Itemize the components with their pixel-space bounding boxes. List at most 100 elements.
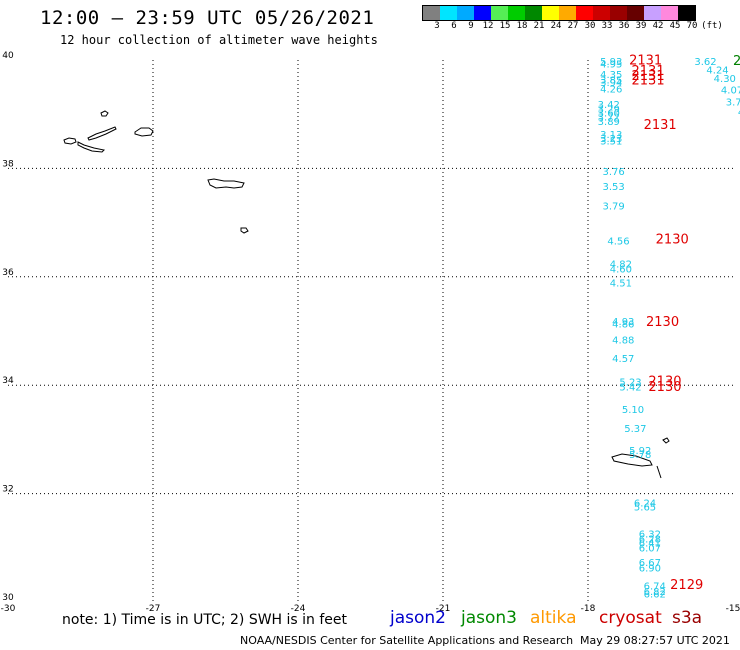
swh-label: 4.35: [600, 70, 622, 81]
pass-time-label: 2129: [670, 578, 703, 593]
lat-tick-label: 30: [2, 593, 14, 603]
pass-time-label: 2131: [632, 73, 665, 88]
legend-swatch: [644, 6, 661, 20]
swh-label: 4.26: [600, 85, 622, 96]
swh-label: 3.42: [598, 100, 620, 111]
swh-label: 3.79: [603, 202, 625, 213]
pass-time-label: 2130: [646, 315, 679, 330]
swh-label: 3.13: [600, 130, 622, 141]
swh-label: 3.94: [600, 78, 622, 89]
legend-label: 33: [601, 21, 613, 31]
pass-time-label: 2131: [632, 69, 665, 84]
pass-time-label: 2130: [648, 375, 681, 390]
swh-label: 5.23: [619, 378, 641, 389]
legend-label: (ft): [701, 21, 723, 31]
satellite-jason3: jason3: [461, 608, 517, 628]
swh-label: 3.23: [600, 134, 622, 145]
island-sao-jorge: [87, 126, 117, 141]
swh-value-labels: 5.934.954.353.853.944.26 3.423.293.603.72…: [598, 57, 740, 601]
swh-label: 5.37: [624, 424, 646, 435]
swh-label: 3.60: [598, 108, 620, 119]
swh-label: 3.29: [598, 105, 620, 116]
lat-tick-label: 38: [2, 159, 14, 169]
pass-time-label: 200: [733, 54, 740, 69]
map-title: 12:00 – 23:59 UTC 05/26/2021: [40, 7, 375, 29]
island-desertas: [656, 465, 662, 479]
pass-time-label: 2130: [648, 380, 681, 395]
swh-label: 5.65: [634, 502, 656, 513]
island-santa-maria: [240, 227, 249, 234]
legend-label: 24: [550, 21, 562, 31]
swh-label: 6.62: [644, 590, 666, 601]
swh-label: 3.76: [603, 167, 625, 178]
legend-swatch: [508, 6, 525, 20]
legend-label: 30: [584, 21, 596, 31]
legend-swatch: [661, 6, 678, 20]
legend-swatch: [457, 6, 474, 20]
swh-label: 3.89: [598, 117, 620, 128]
swh-label: 4.30: [714, 74, 736, 85]
satellite-cryosat: cryosat: [599, 608, 662, 628]
lon-tick-label: -21: [436, 604, 451, 614]
legend-swatch: [610, 6, 627, 20]
satellite-altika: altika: [530, 608, 577, 628]
legend-label: 27: [567, 21, 579, 31]
swh-label: 4.24: [706, 66, 728, 77]
legend-label: 36: [618, 21, 630, 31]
swh-label: 4.86: [612, 320, 634, 331]
swh-label: 5.42: [619, 383, 641, 394]
grid-lines: [8, 60, 733, 602]
legend-swatch: [559, 6, 576, 20]
map-subtitle: 12 hour collection of altimeter wave hei…: [60, 33, 378, 47]
axis-ticks: -30 -27 -24 -21 -18 -15 40 38 36 34 32 30: [1, 51, 740, 614]
island-terceira: [134, 127, 154, 137]
lat-tick-label: 34: [2, 376, 14, 386]
legend-label: 70: [686, 21, 698, 31]
swh-label: 6.82: [644, 587, 666, 598]
lon-tick-label: -24: [291, 604, 306, 614]
swh-label: 4.82: [610, 260, 632, 271]
swh-label: 4.88: [612, 335, 634, 346]
credit-text: NOAA/NESDIS Center for Satellite Applica…: [240, 634, 574, 647]
pass-time-label: 2130: [656, 233, 689, 248]
lat-tick-label: 36: [2, 268, 14, 278]
legend-swatch: [593, 6, 610, 20]
legend-swatch: [440, 6, 457, 20]
lat-tick-label: 40: [2, 51, 14, 61]
legend-label: 42: [652, 21, 664, 31]
swh-label: 4.07: [721, 86, 740, 97]
swh-label: 3.51: [600, 137, 622, 148]
swh-label: 4.95: [600, 60, 622, 71]
timestamp-text: May 29 08:27:57 UTC 2021: [580, 634, 730, 647]
legend-label: 18: [516, 21, 528, 31]
lon-tick-label: -30: [1, 604, 16, 614]
swh-label: 5.10: [622, 405, 644, 416]
swh-label: 3.53: [603, 182, 625, 193]
swh-label: 5.92: [629, 446, 651, 457]
legend-label: 6: [451, 21, 457, 31]
note-text: note: 1) Time is in UTC; 2) SWH is in fe…: [62, 612, 348, 628]
swh-label: 6.07: [639, 544, 661, 555]
swh-label: 6.41: [639, 539, 661, 550]
lon-tick-label: -15: [726, 604, 740, 614]
swh-label: 3.77: [726, 98, 740, 109]
pass-time-label: 2131: [632, 64, 665, 79]
legend-swatch: [678, 6, 695, 20]
legend-swatch: [491, 6, 508, 20]
pass-time-labels: 2131213121312131213121302130213021302129…: [629, 53, 740, 593]
legend-label: 9: [468, 21, 474, 31]
swh-label: 4.60: [610, 264, 632, 275]
pass-time-label: 2131: [629, 53, 662, 68]
swh-label: 4.93: [612, 317, 634, 328]
island-porto-santo: [662, 437, 670, 444]
swh-label: 4.51: [610, 279, 632, 290]
swh-label: 6.74: [644, 582, 666, 593]
legend-swatch: [627, 6, 644, 20]
island-faial: [63, 137, 77, 145]
pass-time-label: 2131: [644, 118, 677, 133]
swh-label: 5.78: [629, 450, 651, 461]
swh-label: 6.32: [639, 530, 661, 541]
swh-label: 3.62: [694, 57, 716, 68]
color-scale-legend: [422, 5, 696, 21]
